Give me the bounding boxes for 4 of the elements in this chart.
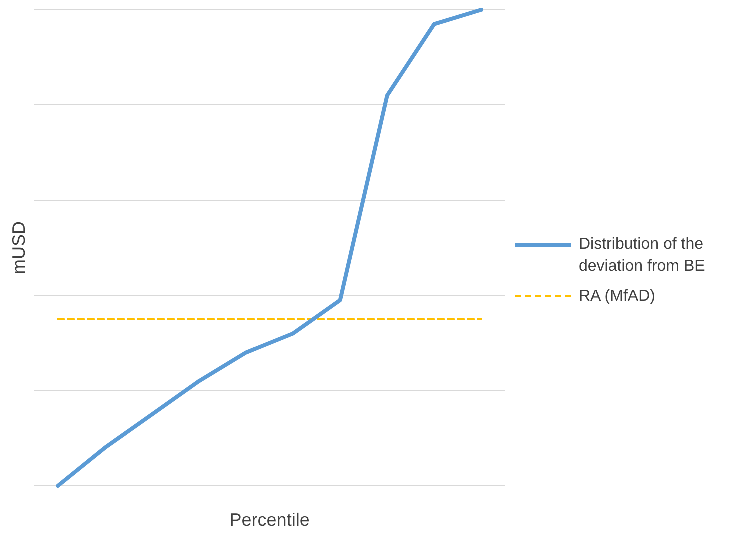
x-axis-title: Percentile bbox=[230, 510, 310, 530]
legend-label: RA (MfAD) bbox=[579, 286, 656, 306]
legend-label: Distribution of the deviation from BE bbox=[579, 234, 706, 276]
y-axis-title: mUSD bbox=[8, 222, 29, 274]
